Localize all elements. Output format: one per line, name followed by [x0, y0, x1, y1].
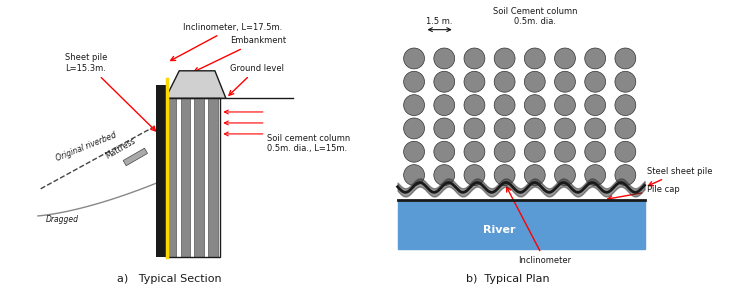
Text: Ground level: Ground level	[229, 64, 284, 95]
Text: Original riverbed: Original riverbed	[55, 131, 118, 163]
Circle shape	[585, 165, 606, 186]
Circle shape	[464, 71, 485, 92]
Circle shape	[434, 141, 455, 162]
Polygon shape	[166, 71, 226, 98]
Text: Inclinometer, L=17.5m.: Inclinometer, L=17.5m.	[171, 23, 283, 60]
Circle shape	[464, 118, 485, 139]
Circle shape	[494, 141, 515, 162]
Bar	[156, 84, 166, 257]
Text: Embankment: Embankment	[194, 36, 286, 72]
Circle shape	[555, 95, 575, 116]
Bar	[208, 98, 218, 257]
Circle shape	[434, 95, 455, 116]
Circle shape	[404, 71, 425, 92]
Circle shape	[404, 141, 425, 162]
Circle shape	[434, 165, 455, 186]
Circle shape	[524, 165, 545, 186]
Circle shape	[615, 141, 636, 162]
Text: Inclinometer: Inclinometer	[507, 187, 572, 265]
Text: Mattress: Mattress	[104, 136, 137, 161]
Circle shape	[404, 95, 425, 116]
Circle shape	[555, 48, 575, 69]
Circle shape	[464, 141, 485, 162]
Circle shape	[555, 165, 575, 186]
Circle shape	[434, 48, 455, 69]
Circle shape	[585, 118, 606, 139]
Bar	[123, 148, 147, 166]
Circle shape	[494, 165, 515, 186]
Text: Soil Cement column
0.5m. dia.: Soil Cement column 0.5m. dia.	[493, 7, 577, 26]
Circle shape	[615, 48, 636, 69]
Text: a)   Typical Section: a) Typical Section	[118, 274, 222, 284]
Circle shape	[464, 95, 485, 116]
Circle shape	[585, 95, 606, 116]
Text: b)  Typical Plan: b) Typical Plan	[466, 274, 549, 284]
Circle shape	[464, 48, 485, 69]
Circle shape	[524, 141, 545, 162]
Text: 1.5 m.: 1.5 m.	[426, 17, 453, 26]
Bar	[166, 98, 220, 257]
Circle shape	[585, 48, 606, 69]
Circle shape	[524, 95, 545, 116]
Circle shape	[404, 165, 425, 186]
Circle shape	[615, 95, 636, 116]
Bar	[194, 98, 204, 257]
Circle shape	[434, 118, 455, 139]
Circle shape	[494, 71, 515, 92]
Circle shape	[615, 165, 636, 186]
Circle shape	[585, 71, 606, 92]
Circle shape	[494, 118, 515, 139]
Circle shape	[524, 118, 545, 139]
Text: Sheet pile
L=15.3m.: Sheet pile L=15.3m.	[66, 53, 155, 131]
Circle shape	[555, 141, 575, 162]
Text: River: River	[483, 225, 515, 235]
Bar	[398, 200, 645, 249]
Circle shape	[615, 118, 636, 139]
Circle shape	[494, 48, 515, 69]
Circle shape	[494, 95, 515, 116]
Circle shape	[585, 141, 606, 162]
Text: Soil cement column
0.5m. dia., L=15m.: Soil cement column 0.5m. dia., L=15m.	[267, 134, 350, 153]
Bar	[180, 98, 191, 257]
Text: Steel sheet pile: Steel sheet pile	[648, 167, 712, 186]
Bar	[167, 98, 177, 257]
Circle shape	[464, 165, 485, 186]
Circle shape	[555, 118, 575, 139]
Circle shape	[524, 71, 545, 92]
Text: Dragged: Dragged	[46, 215, 79, 224]
Circle shape	[404, 118, 425, 139]
Circle shape	[615, 71, 636, 92]
Circle shape	[555, 71, 575, 92]
Circle shape	[434, 71, 455, 92]
Circle shape	[524, 48, 545, 69]
Text: Pile cap: Pile cap	[607, 185, 680, 201]
Circle shape	[404, 48, 425, 69]
